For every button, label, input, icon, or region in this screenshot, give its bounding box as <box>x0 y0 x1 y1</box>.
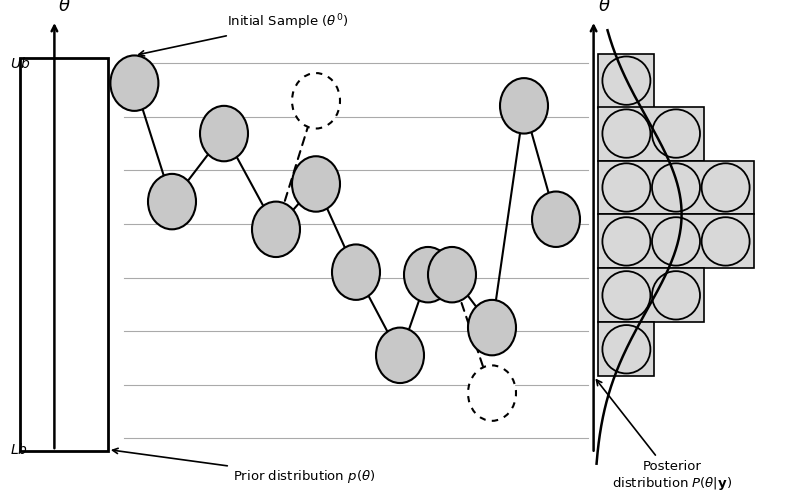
Ellipse shape <box>468 300 516 355</box>
Bar <box>598 268 704 323</box>
Ellipse shape <box>532 192 580 247</box>
Ellipse shape <box>652 109 700 158</box>
Ellipse shape <box>602 109 650 158</box>
Text: $\theta$: $\theta$ <box>598 0 610 15</box>
Ellipse shape <box>500 78 548 134</box>
Ellipse shape <box>602 163 650 212</box>
Ellipse shape <box>110 55 158 111</box>
Ellipse shape <box>148 174 196 229</box>
Text: $Lb$: $Lb$ <box>10 442 27 457</box>
Bar <box>598 160 754 215</box>
Bar <box>20 58 108 451</box>
Ellipse shape <box>200 106 248 161</box>
Ellipse shape <box>702 217 750 266</box>
Text: Initial Sample ($\theta^0$): Initial Sample ($\theta^0$) <box>139 13 349 56</box>
Bar <box>598 107 704 160</box>
Bar <box>598 323 654 376</box>
Ellipse shape <box>602 217 650 266</box>
Ellipse shape <box>602 271 650 320</box>
Bar <box>598 215 754 268</box>
Ellipse shape <box>252 202 300 257</box>
Bar <box>598 54 654 108</box>
Ellipse shape <box>468 365 516 421</box>
Text: $Ub$: $Ub$ <box>10 55 30 71</box>
Ellipse shape <box>602 325 650 373</box>
Text: $\theta$: $\theta$ <box>58 0 70 15</box>
Ellipse shape <box>652 217 700 266</box>
Text: Posterior
distribution $P(\theta|\mathbf{y})$: Posterior distribution $P(\theta|\mathbf… <box>597 380 732 492</box>
Ellipse shape <box>292 73 340 129</box>
Text: Prior distribution $p(\theta)$: Prior distribution $p(\theta)$ <box>113 448 375 485</box>
Ellipse shape <box>404 247 452 302</box>
Ellipse shape <box>292 156 340 212</box>
Ellipse shape <box>376 328 424 383</box>
Ellipse shape <box>652 271 700 320</box>
Ellipse shape <box>602 56 650 105</box>
Ellipse shape <box>652 163 700 212</box>
Ellipse shape <box>332 244 380 300</box>
Ellipse shape <box>702 163 750 212</box>
Ellipse shape <box>428 247 476 302</box>
